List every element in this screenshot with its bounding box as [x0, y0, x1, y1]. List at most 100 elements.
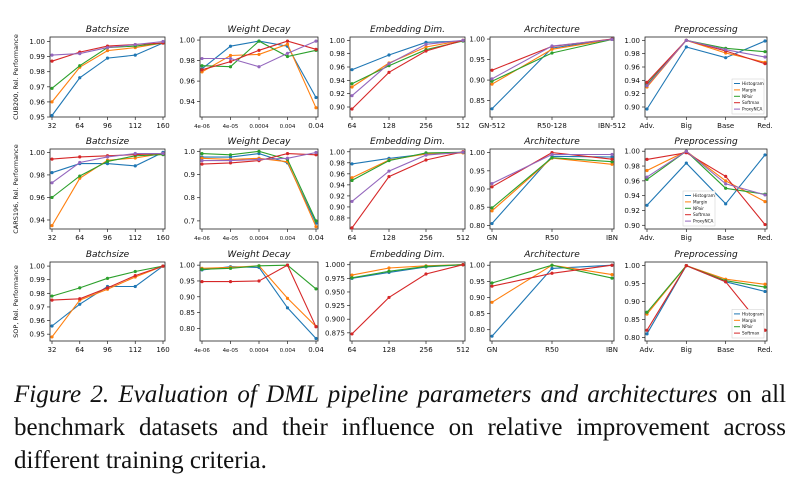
- caption-lead: Figure 2.: [14, 381, 110, 408]
- subplot-title: Preprocessing: [674, 250, 738, 260]
- series-line-histogram: [491, 264, 613, 337]
- data-point-proxynca: [490, 181, 494, 186]
- subplot-r0-c3: Architecture 0.85 0.90 0.95 1.00 GN-512 R50-12…: [469, 25, 626, 130]
- x-tick-label: Adv.: [640, 122, 655, 130]
- data-point-softmax: [387, 295, 391, 300]
- subplot-title: Preprocessing: [674, 137, 738, 147]
- y-tick-label: 0.85: [469, 310, 485, 318]
- y-tick-label: 1.00: [624, 37, 640, 45]
- data-point-npair: [550, 156, 554, 160]
- y-tick-label: 0.7: [184, 217, 195, 225]
- data-point-softmax: [424, 272, 428, 276]
- x-tick-label: GN-512: [479, 122, 506, 130]
- data-point-softmax: [724, 280, 728, 284]
- x-tick-label: 64: [348, 234, 357, 242]
- data-point-softmax: [285, 263, 290, 267]
- x-tick-label: 512: [456, 346, 469, 354]
- x-tick-label: 112: [129, 234, 142, 242]
- data-point-histogram: [50, 113, 54, 118]
- data-point-histogram: [684, 161, 688, 165]
- data-point-npair: [387, 269, 391, 273]
- x-tick-label: 0.04: [308, 346, 324, 354]
- data-point-softmax: [257, 48, 261, 52]
- data-point-npair: [550, 51, 554, 55]
- data-point-histogram: [228, 155, 233, 159]
- data-point-histogram: [133, 53, 137, 57]
- x-tick-label: R50: [545, 234, 559, 242]
- y-axis-label: CUB200, Rel. Performance: [12, 34, 20, 120]
- data-point-margin: [645, 168, 649, 173]
- axes-frame: [199, 261, 319, 342]
- x-tick-label: 128: [382, 122, 395, 130]
- y-tick-label: 0.92: [329, 90, 345, 98]
- data-point-histogram: [387, 53, 391, 57]
- x-tick-label: 256: [419, 234, 433, 242]
- series-line-histogram: [51, 265, 164, 327]
- data-point-softmax: [285, 39, 290, 43]
- series-line-npair: [646, 150, 766, 195]
- series-line-histogram: [646, 40, 766, 110]
- data-point-proxynca: [724, 48, 728, 52]
- x-tick-label: 512: [456, 234, 469, 242]
- legend-label: ProxyNCA: [742, 107, 763, 112]
- legend-label: Histogram: [742, 81, 764, 86]
- series-line-npair: [51, 265, 164, 297]
- x-tick-label: 0.004: [280, 124, 296, 130]
- data-point-proxynca: [350, 94, 354, 98]
- y-tick-label: 0.90: [469, 186, 485, 194]
- y-tick-label: 0.96: [29, 317, 45, 325]
- data-point-histogram: [78, 76, 82, 80]
- data-point-margin: [763, 199, 767, 204]
- data-point-margin: [763, 282, 767, 286]
- subplot-r2-c2: Embedding Dim. 0.875 0.900 0.925 0.950 0.975 1…: [325, 250, 470, 354]
- y-tick-label: 0.96: [29, 194, 45, 202]
- data-point-margin: [550, 47, 554, 51]
- data-point-npair: [257, 149, 261, 153]
- data-point-softmax: [387, 174, 391, 179]
- data-point-softmax: [228, 161, 233, 165]
- series-line-npair: [491, 157, 613, 209]
- x-tick-label: Big: [681, 234, 692, 242]
- data-point-softmax: [228, 60, 233, 64]
- data-point-histogram: [724, 202, 728, 206]
- y-tick-label: 0.88: [329, 214, 345, 222]
- data-point-proxynca: [763, 55, 767, 59]
- data-point-softmax: [200, 279, 204, 284]
- x-tick-label: IBN-512: [598, 122, 626, 130]
- x-tick-label: 4e-06: [194, 236, 210, 242]
- data-point-softmax: [424, 158, 428, 162]
- data-point-proxynca: [684, 38, 688, 42]
- data-point-proxynca: [105, 155, 110, 159]
- data-point-margin: [387, 266, 391, 270]
- data-point-margin: [78, 176, 82, 180]
- data-point-proxynca: [200, 158, 204, 163]
- data-point-proxynca: [763, 193, 767, 197]
- figure-caption: Figure 2. Evaluation of DML pipeline par…: [14, 378, 786, 477]
- data-point-npair: [200, 64, 204, 68]
- y-tick-label: 0.90: [179, 293, 195, 301]
- y-tick-label: 1.00: [469, 262, 485, 270]
- y-tick-label: 0.98: [29, 68, 45, 76]
- x-tick-label: 4e-05: [223, 124, 239, 130]
- legend-label: Margin: [693, 199, 708, 204]
- data-point-histogram: [763, 39, 767, 43]
- data-point-margin: [50, 335, 54, 339]
- data-point-margin: [610, 162, 614, 166]
- data-point-histogram: [645, 107, 649, 111]
- data-point-npair: [350, 276, 354, 280]
- data-point-proxynca: [724, 182, 728, 186]
- data-point-npair: [490, 206, 494, 210]
- data-point-proxynca: [50, 53, 54, 57]
- data-point-histogram: [645, 203, 649, 207]
- axes-frame: [644, 148, 768, 230]
- data-point-histogram: [257, 152, 261, 156]
- data-point-npair: [424, 264, 428, 268]
- x-tick-label: 0.004: [280, 348, 296, 354]
- x-tick-label: Red.: [757, 122, 773, 130]
- data-point-npair: [105, 159, 110, 163]
- data-point-softmax: [350, 226, 354, 230]
- x-tick-label: Base: [717, 234, 734, 242]
- data-point-proxynca: [133, 42, 137, 47]
- y-tick-label: 0.875: [325, 329, 345, 337]
- subplot-r0-c4: Preprocessing 0.90 0.92 0.94 0.96 0.98 1.00 Adv…: [624, 25, 772, 130]
